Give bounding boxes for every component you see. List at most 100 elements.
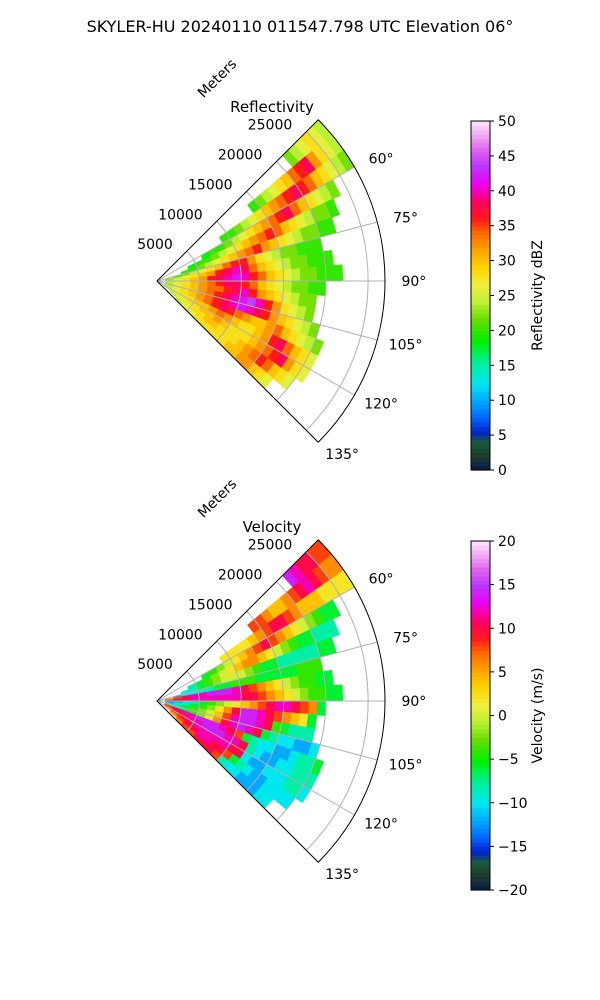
colorbar-swatch	[471, 430, 490, 436]
data-cell	[264, 680, 276, 692]
colorbar: −20 −15 −10 −5 0 5 10 15 20 Velocity (m/s)	[470, 534, 546, 899]
data-cell	[264, 710, 276, 722]
azimuth-tick-label: 120°	[364, 396, 398, 412]
polar-grid	[156, 131, 385, 443]
colorbar-tick-label: 20	[498, 323, 516, 339]
colorbar-tick-label: 20	[498, 534, 516, 550]
colorbar-swatch	[471, 728, 490, 734]
colorbar-swatch	[471, 282, 490, 288]
radial-tick-label: 25000	[248, 118, 293, 134]
colorbar-swatch	[471, 308, 490, 314]
colorbar-swatch	[471, 798, 490, 804]
azimuth-spoke	[156, 280, 378, 341]
data-cell	[214, 688, 225, 697]
colorbar-swatch	[471, 225, 490, 231]
chart-panels: Reflectivity500010000150002000025000Mete…	[137, 56, 546, 899]
colorbar-swatch	[471, 641, 490, 647]
colorbar-tick-label: 40	[498, 184, 516, 200]
colorbar-swatch	[471, 650, 490, 656]
colorbar-swatch	[471, 549, 490, 555]
radial-tick-label: 10000	[158, 207, 203, 223]
radial-axis-label: Meters	[195, 476, 240, 521]
data-cell	[248, 263, 259, 274]
colorbar-tick-label: 0	[498, 709, 507, 725]
colorbar-tick-label: 15	[498, 578, 516, 594]
data-cell	[324, 685, 335, 702]
colorbar-swatch	[471, 208, 490, 214]
data-cell	[190, 696, 200, 702]
colorbar-swatch	[471, 667, 490, 673]
colorbar-swatch	[471, 151, 490, 157]
colorbar-swatch	[471, 352, 490, 358]
colorbar: 0 5 10 15 20 25 30 35 40 45 50 Reflectivity dBZ	[470, 114, 546, 479]
colorbar-swatch	[471, 719, 490, 725]
colorbar-swatch	[471, 580, 490, 586]
data-cell	[308, 700, 318, 716]
azimuth-tick-label: 135°	[325, 867, 359, 883]
colorbar-swatch	[471, 698, 490, 704]
colorbar-swatch	[471, 606, 490, 612]
colorbar-swatch	[471, 558, 490, 564]
azimuth-spoke	[156, 280, 355, 396]
data-cell	[232, 700, 242, 709]
radial-tick-label: 15000	[188, 597, 233, 613]
colorbar-swatch	[471, 741, 490, 747]
radial-tick-label: 5000	[137, 657, 173, 673]
figure-suptitle: SKYLER-HU 20240110 011547.798 UTC Elevat…	[87, 17, 514, 36]
data-cell	[282, 688, 293, 702]
colorbar-swatch	[471, 837, 490, 843]
data-cell	[207, 695, 217, 702]
data-cell	[316, 265, 327, 282]
colorbar-tick-label: 0	[498, 463, 507, 479]
data-cell	[291, 688, 301, 702]
azimuth-tick-label: 60°	[369, 152, 394, 168]
azimuth-tick-label: 90°	[401, 274, 426, 290]
colorbar-label: Reflectivity dBZ	[530, 240, 546, 351]
colorbar-swatch	[471, 654, 490, 660]
colorbar-swatch	[471, 671, 490, 677]
colorbar-swatch	[471, 317, 490, 323]
data-cell	[249, 280, 259, 291]
colorbar-swatch	[471, 602, 490, 608]
colorbar-swatch	[471, 408, 490, 414]
data-cell	[266, 270, 276, 282]
colorbar-swatch	[471, 404, 490, 410]
colorbar-swatch	[471, 545, 490, 551]
colorbar-tick-label: 10	[498, 621, 516, 637]
data-cell	[240, 692, 251, 702]
colorbar-swatch	[471, 356, 490, 362]
colorbar-swatch	[471, 326, 490, 331]
colorbar-swatch	[471, 177, 490, 183]
colorbar-swatch	[471, 121, 490, 126]
azimuth-tick-label: 75°	[393, 631, 418, 647]
colorbar-swatch	[471, 347, 490, 353]
data-cell	[190, 276, 200, 282]
colorbar-swatch	[471, 134, 490, 140]
colorbar-swatch	[471, 129, 490, 135]
colorbar-swatch	[471, 168, 490, 174]
data-cell	[291, 268, 301, 282]
colorbar-swatch	[471, 575, 490, 581]
data-cell	[214, 268, 225, 277]
data-cell	[223, 267, 234, 276]
data-cell	[223, 274, 234, 282]
data-cell	[257, 271, 268, 282]
data-cell	[223, 700, 234, 708]
colorbar-swatch	[471, 610, 490, 616]
colorbar-swatch	[471, 663, 490, 669]
chart-panel-reflectivity: Reflectivity 5000 10000 15000 20000 25000 Mete…	[137, 56, 546, 479]
data-cell	[291, 700, 301, 714]
colorbar-swatch	[471, 125, 490, 131]
colorbar-label: Velocity (m/s)	[530, 668, 546, 764]
colorbar-swatch	[471, 365, 490, 371]
colorbar-swatch	[471, 299, 490, 305]
colorbar-tick-label: 25	[498, 289, 516, 305]
colorbar-tick-label: −20	[498, 883, 528, 899]
colorbar-swatch	[471, 684, 490, 690]
colorbar-swatch	[471, 216, 490, 222]
colorbar-swatch	[471, 182, 490, 188]
azimuth-tick-label: 105°	[389, 337, 423, 353]
data-cell	[274, 700, 284, 713]
data-cell	[198, 276, 208, 282]
